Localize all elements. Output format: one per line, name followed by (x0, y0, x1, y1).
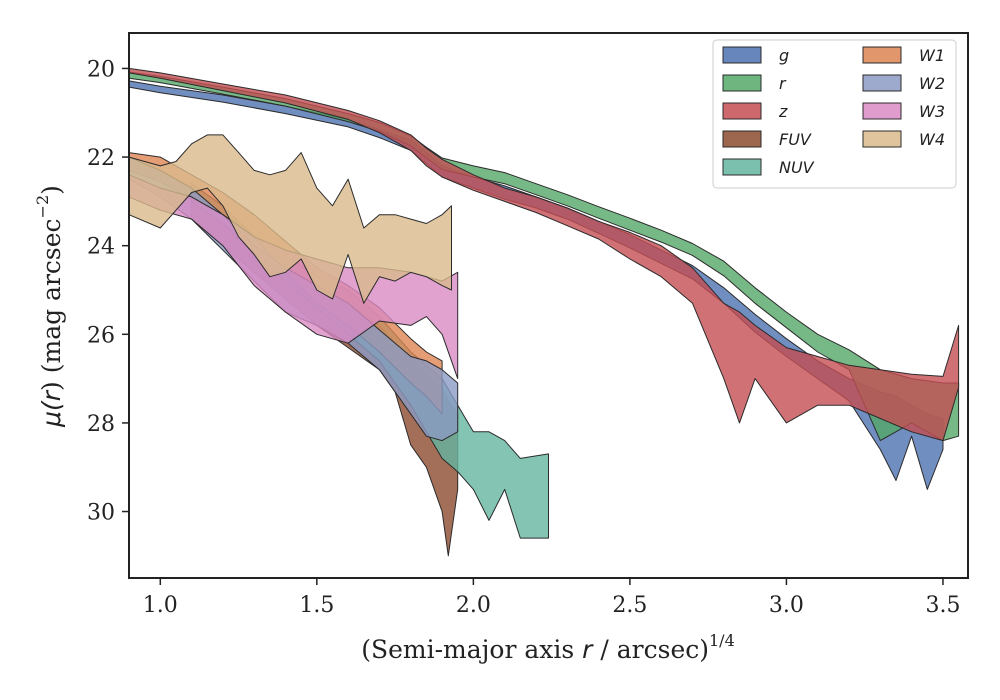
x-tick-label: 3.0 (769, 593, 804, 618)
legend-swatch-w2 (862, 74, 902, 92)
y-axis-label: μ(r) (mag arcsec−2) (33, 185, 66, 428)
legend-label-g: g (779, 46, 789, 65)
legend-swatch-nuv (722, 158, 762, 176)
y-tick-label: 30 (87, 501, 115, 526)
x-tick-label: 1.0 (143, 593, 178, 618)
series-band-z (128, 67, 960, 442)
axis-ticks: 1.0 1.5 2.0 2.5 3.0 3.5 20 22 24 26 28 30 (87, 57, 960, 618)
legend: grz FUV NUV W1 W2 W3 W4 (712, 39, 957, 189)
series-band-w4 (128, 134, 452, 304)
plot-frame (128, 32, 969, 579)
x-tick-label: 3.5 (925, 593, 960, 618)
y-tick-label: 26 (87, 323, 115, 348)
legend-label-w4: W4 (919, 130, 945, 149)
y-tick-label: 22 (87, 146, 115, 171)
legend-label-fuv: FUV (779, 130, 812, 149)
y-tick-label: 24 (87, 235, 115, 260)
legend-swatch-w4 (862, 130, 902, 148)
legend-label-w1: W1 (919, 46, 945, 65)
legend-swatch-fuv (722, 130, 762, 148)
legend-swatch-g (722, 46, 762, 64)
legend-swatch-z (722, 102, 762, 120)
legend-swatch-r (722, 74, 762, 92)
legend-label-r: r (779, 74, 787, 93)
series-layer (128, 67, 960, 557)
legend-label-nuv: NUV (779, 158, 815, 177)
legend-label-w3: W3 (919, 102, 945, 121)
legend-swatch-w3 (862, 102, 902, 120)
legend-label-w2: W2 (919, 74, 945, 93)
x-tick-label: 2.5 (612, 593, 647, 618)
x-tick-label: 2.0 (456, 593, 491, 618)
legend-label-z: z (778, 102, 788, 121)
y-tick-label: 20 (87, 57, 115, 82)
x-tick-label: 1.5 (299, 593, 334, 618)
x-axis-label: (Semi-major axis r / arcsec)1/4 (361, 631, 735, 664)
y-tick-label: 28 (87, 412, 115, 437)
legend-swatch-w1 (862, 46, 902, 64)
